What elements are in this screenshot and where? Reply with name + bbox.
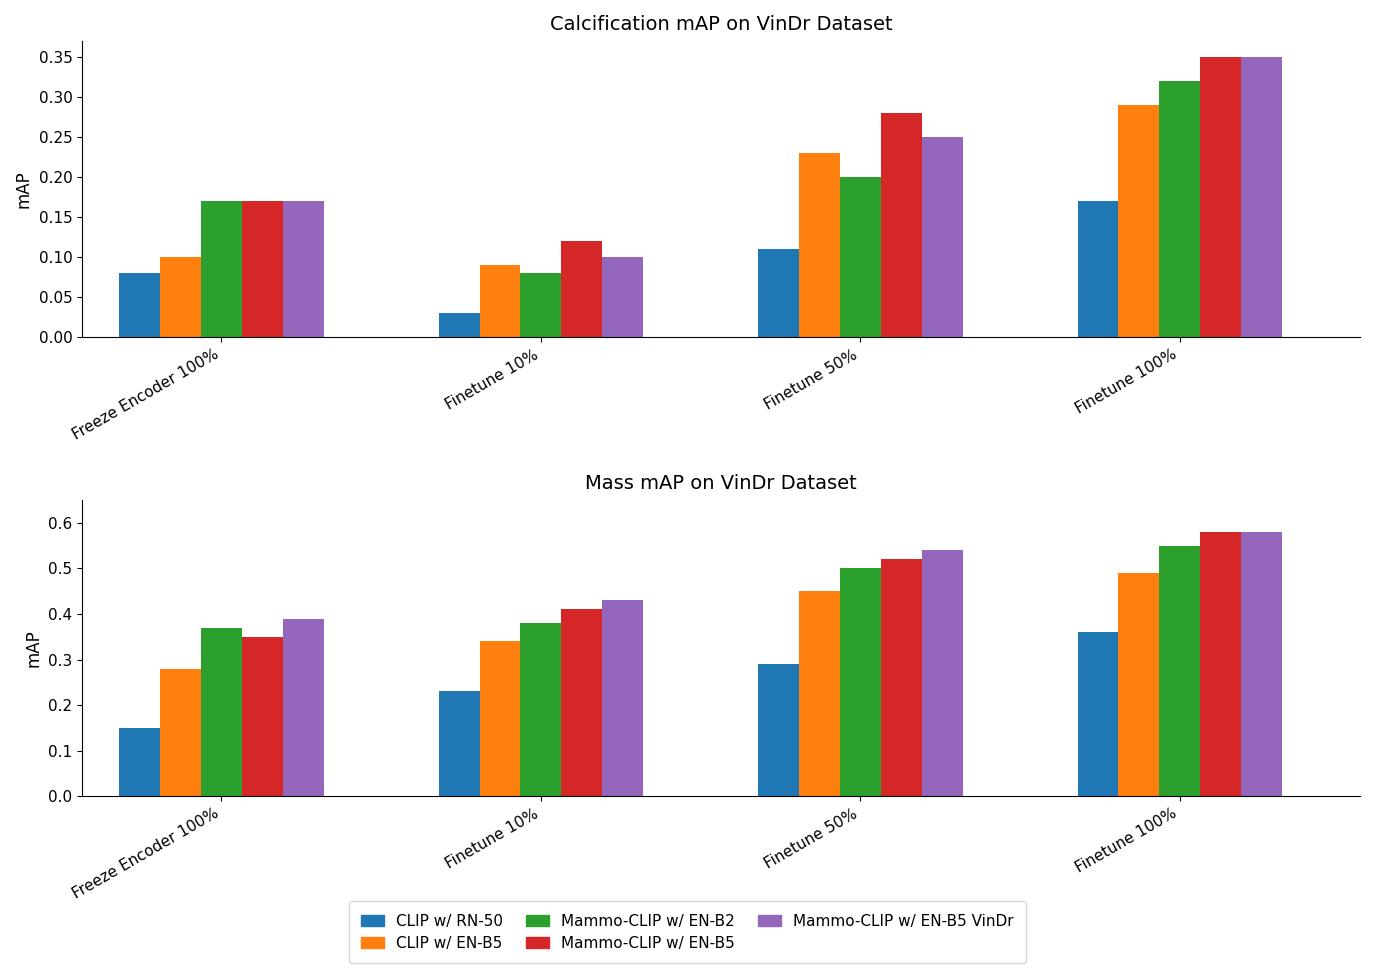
Bar: [1242, 57, 1282, 337]
Bar: [242, 637, 283, 796]
Bar: [602, 600, 644, 796]
Bar: [881, 114, 921, 337]
Bar: [881, 559, 921, 796]
Bar: [120, 728, 160, 796]
Bar: [201, 201, 242, 337]
Bar: [602, 257, 644, 337]
Bar: [521, 273, 561, 337]
Bar: [840, 177, 881, 337]
Bar: [1159, 82, 1200, 337]
Y-axis label: mAP: mAP: [25, 629, 43, 667]
Bar: [1242, 532, 1282, 796]
Bar: [1118, 105, 1159, 337]
Bar: [201, 627, 242, 796]
Bar: [1159, 546, 1200, 796]
Bar: [758, 664, 799, 796]
Bar: [439, 314, 480, 337]
Bar: [160, 669, 201, 796]
Bar: [480, 265, 521, 337]
Bar: [1200, 532, 1242, 796]
Bar: [1078, 632, 1118, 796]
Bar: [242, 201, 283, 337]
Bar: [439, 691, 480, 796]
Bar: [561, 241, 602, 337]
Bar: [921, 137, 962, 337]
Bar: [758, 250, 799, 337]
Bar: [921, 551, 962, 796]
Bar: [799, 153, 840, 337]
Y-axis label: mAP: mAP: [15, 170, 33, 208]
Title: Mass mAP on VinDr Dataset: Mass mAP on VinDr Dataset: [586, 474, 857, 493]
Bar: [1078, 201, 1118, 337]
Bar: [799, 591, 840, 796]
Bar: [283, 201, 323, 337]
Bar: [120, 273, 160, 337]
Bar: [561, 610, 602, 796]
Bar: [1118, 573, 1159, 796]
Bar: [480, 641, 521, 796]
Bar: [160, 257, 201, 337]
Bar: [840, 568, 881, 796]
Bar: [283, 619, 323, 796]
Title: Calcification mAP on VinDr Dataset: Calcification mAP on VinDr Dataset: [550, 15, 892, 34]
Bar: [521, 623, 561, 796]
Bar: [1200, 57, 1242, 337]
Legend: CLIP w/ RN-50, CLIP w/ EN-B5, Mammo-CLIP w/ EN-B2, Mammo-CLIP w/ EN-B5, Mammo-CL: CLIP w/ RN-50, CLIP w/ EN-B5, Mammo-CLIP…: [349, 901, 1026, 963]
